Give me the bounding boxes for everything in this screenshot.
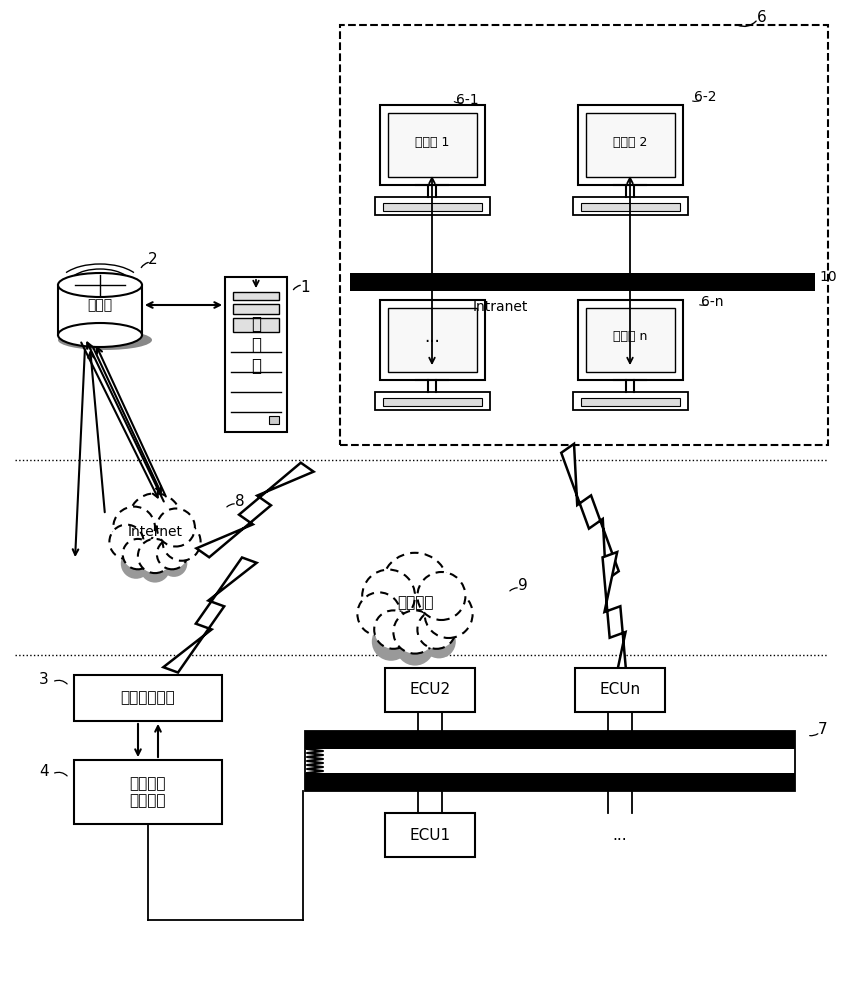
Bar [388,113,477,177]
Circle shape [417,572,465,620]
Bar [383,203,482,211]
Bar [340,25,828,445]
Bar [375,392,490,410]
Bar [380,300,485,380]
Bar [74,760,222,824]
Text: ECUn: ECUn [599,682,641,698]
Bar [375,197,490,215]
Bar [233,304,279,314]
Text: 客户机 1: 客户机 1 [415,135,449,148]
Circle shape [161,550,187,577]
Circle shape [157,508,195,546]
Bar [269,416,279,424]
Polygon shape [196,463,314,557]
Circle shape [381,553,448,620]
Text: 3: 3 [39,672,49,688]
Text: 9: 9 [518,578,528,593]
Bar [581,203,680,211]
Bar [575,668,665,712]
Bar [586,308,675,372]
Text: 无线通信模块: 无线通信模块 [121,690,175,706]
Text: 客户机 n: 客户机 n [613,330,647,344]
Text: 2: 2 [148,252,158,267]
Text: ECU2: ECU2 [410,682,450,698]
Text: 无线网络: 无线网络 [397,595,433,610]
Circle shape [372,622,411,661]
Text: 6-1: 6-1 [456,93,478,107]
Text: 4: 4 [39,764,49,780]
Bar [305,731,795,791]
Text: 8: 8 [235,494,244,510]
Circle shape [128,493,181,546]
Text: ...: ... [613,828,627,842]
Text: 路由器: 路由器 [88,298,113,312]
Bar [380,105,485,185]
Text: 客户机 2: 客户机 2 [613,135,647,148]
Bar [385,668,475,712]
Text: 1: 1 [300,279,310,294]
Bar [385,813,475,857]
Bar [573,392,688,410]
Circle shape [110,525,143,559]
Text: 客车信息
采集单元: 客车信息 采集单元 [130,776,166,808]
Circle shape [157,539,187,569]
Polygon shape [603,552,627,692]
Bar [74,675,222,721]
Bar [305,731,795,749]
Circle shape [417,610,456,649]
Text: Internet: Internet [127,525,182,539]
Text: ECU1: ECU1 [410,828,450,842]
Circle shape [138,539,172,573]
Circle shape [362,570,415,622]
Circle shape [422,625,456,658]
Bar [225,277,287,432]
Bar [586,113,675,177]
Circle shape [425,590,473,638]
Circle shape [396,627,434,666]
Circle shape [123,539,153,569]
Bar [383,398,482,406]
Bar [573,197,688,215]
Polygon shape [561,444,619,580]
Text: 6: 6 [757,9,767,24]
Ellipse shape [58,273,142,297]
Text: 服
务
器: 服 务 器 [251,315,261,375]
Circle shape [140,552,170,583]
Bar [578,105,683,185]
Bar [305,773,795,791]
Bar [350,273,815,291]
Polygon shape [164,557,256,673]
Ellipse shape [58,330,152,350]
Circle shape [121,548,151,579]
Text: 6-2: 6-2 [694,90,717,104]
Bar [581,398,680,406]
Bar [578,300,683,380]
Circle shape [113,507,155,548]
Bar [388,308,477,372]
Bar [233,292,279,300]
Circle shape [374,610,412,649]
Ellipse shape [58,323,142,347]
Circle shape [163,523,201,561]
Circle shape [357,592,400,636]
Circle shape [394,610,437,654]
Text: 10: 10 [819,270,837,284]
Text: 7: 7 [819,722,828,738]
Bar [233,318,279,332]
Text: ...: ... [424,328,440,346]
Text: Intranet: Intranet [472,300,528,314]
Text: 6-n: 6-n [701,295,723,309]
